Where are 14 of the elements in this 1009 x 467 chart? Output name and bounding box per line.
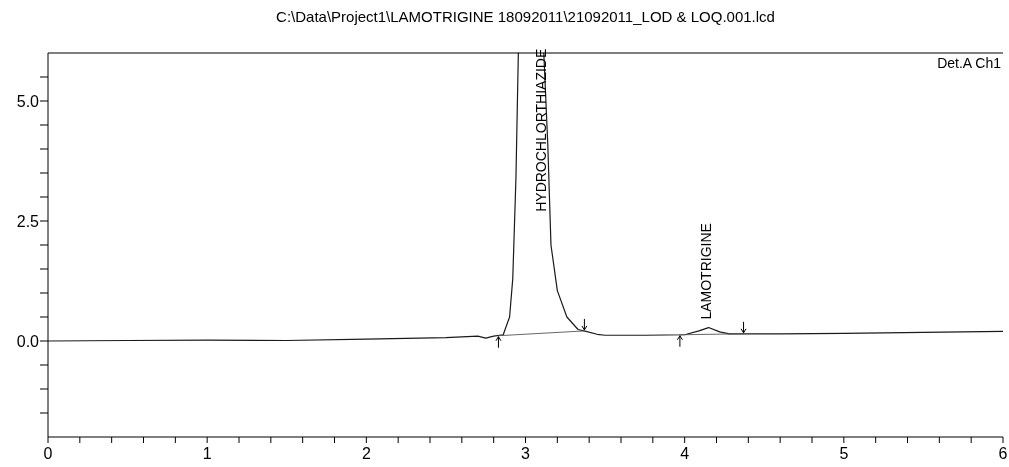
x-tick-label: 3 <box>521 445 531 462</box>
chart-title: C:\Data\Project1\LAMOTRIGINE 18092011\21092011_LOD & LOQ.001.lcd <box>276 8 775 25</box>
x-tick-label: 4 <box>680 445 690 462</box>
y-tick-label: 5.0 <box>16 93 40 110</box>
x-tick-label: 1 <box>202 445 212 462</box>
x-tick-label: 5 <box>839 445 849 462</box>
x-tick-label: 2 <box>361 445 371 462</box>
x-tick-label: 6 <box>998 445 1008 462</box>
annotation: LAMOTRIGINE <box>697 223 714 320</box>
annotation: HYDROCHLORTHIAZIDE <box>532 48 549 212</box>
y-tick-label: 2.5 <box>16 213 40 230</box>
annotation: Det.A Ch1 <box>937 55 1002 71</box>
x-tick-label: 0 <box>43 445 53 462</box>
y-tick-label: 0.0 <box>16 333 40 350</box>
